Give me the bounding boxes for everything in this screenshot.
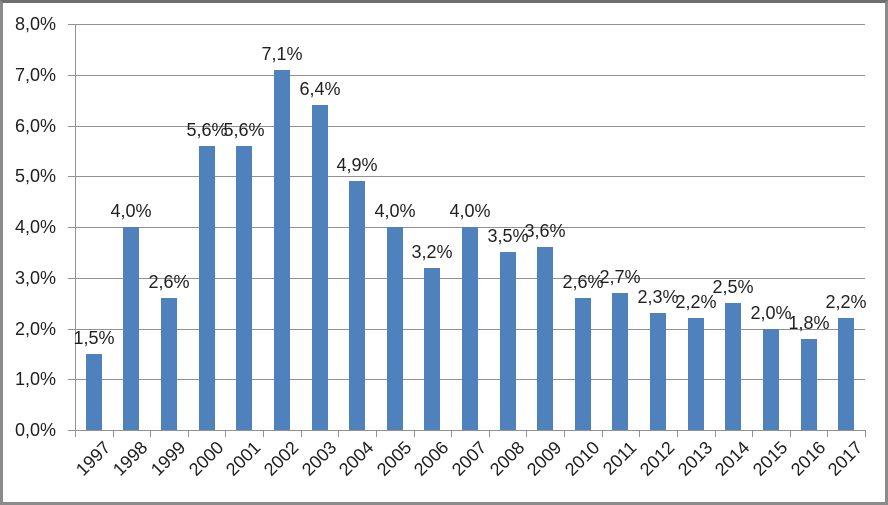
bar — [312, 105, 328, 430]
bar — [575, 298, 591, 430]
bar-data-label: 3,6% — [524, 221, 566, 241]
bar-data-label: 4,0% — [110, 201, 152, 221]
bar-data-label: 2,3% — [637, 287, 679, 307]
gridline — [68, 24, 865, 25]
bar — [161, 298, 177, 430]
bar — [763, 329, 779, 431]
x-axis-tick — [301, 430, 302, 437]
gridline — [68, 126, 865, 127]
bar — [349, 181, 365, 430]
bar-data-label: 2,5% — [712, 277, 754, 297]
y-tick-label: 0,0% — [14, 420, 56, 440]
bar-data-label: 6,4% — [299, 79, 341, 99]
x-axis-tick — [414, 430, 415, 437]
y-tick-label: 1,0% — [14, 369, 56, 389]
x-axis-tick — [188, 430, 189, 437]
x-axis-tick — [376, 430, 377, 437]
x-axis-tick — [677, 430, 678, 437]
bar — [688, 318, 704, 430]
bars-layer — [3, 3, 885, 502]
bar — [612, 293, 628, 430]
x-axis-tick — [338, 430, 339, 437]
x-axis-tick — [639, 430, 640, 437]
x-axis-tick — [865, 430, 866, 437]
y-tick-label: 6,0% — [14, 116, 56, 136]
x-axis-tick — [113, 430, 114, 437]
bar-data-label: 2,6% — [562, 272, 604, 292]
bar-data-label: 4,0% — [449, 201, 491, 221]
data-labels-layer: 1,5% 4,0% 2,6% 5,6% 5,6% 7,1% 6,4% 4,9% 4,0% 3,2%… — [3, 3, 885, 502]
bar-data-label: 2,0% — [750, 303, 792, 323]
bar-data-label: 2,6% — [148, 272, 190, 292]
x-axis-tick — [790, 430, 791, 437]
bar — [801, 339, 817, 430]
y-tick-label: 7,0% — [14, 65, 56, 85]
bar — [236, 146, 252, 430]
bar-data-label: 1,5% — [73, 328, 115, 348]
bar — [387, 227, 403, 430]
y-tick-label: 4,0% — [14, 217, 56, 237]
x-axis-tick — [225, 430, 226, 437]
x-axis-tick — [752, 430, 753, 437]
bar-data-label: 5,6% — [186, 120, 228, 140]
bar — [650, 313, 666, 430]
bar — [537, 247, 553, 430]
y-tick-label: 5,0% — [14, 166, 56, 186]
x-axis-tick — [263, 430, 264, 437]
x-axis-tick — [715, 430, 716, 437]
x-axis-tick — [602, 430, 603, 437]
bar-data-label: 3,5% — [487, 226, 529, 246]
bar — [123, 227, 139, 430]
x-axis-tick — [526, 430, 527, 437]
y-axis-line — [75, 24, 76, 430]
bar-data-label: 3,2% — [411, 242, 453, 262]
x-axis-line — [68, 430, 865, 431]
bar — [424, 268, 440, 430]
bar — [725, 303, 741, 430]
y-axis-labels: 0,0% 1,0% 2,0% 3,0% 4,0% 5,0% 6,0% 7,0% 8,0% — [3, 3, 885, 502]
x-axis-tick — [564, 430, 565, 437]
bar-data-label: 1,8% — [788, 313, 830, 333]
bar-data-label: 2,7% — [599, 267, 641, 287]
x-axis-tick — [150, 430, 151, 437]
y-tick-label: 3,0% — [14, 268, 56, 288]
bar — [86, 354, 102, 430]
x-axis-tick — [489, 430, 490, 437]
bar-data-label: 2,2% — [825, 292, 867, 312]
bar-data-label: 7,1% — [261, 44, 303, 64]
bar — [838, 318, 854, 430]
bar — [462, 227, 478, 430]
axes-layer — [3, 3, 885, 502]
bar-data-label: 5,6% — [223, 120, 265, 140]
x-axis-tick — [451, 430, 452, 437]
x-axis-tick — [75, 430, 76, 437]
bar — [500, 252, 516, 430]
x-axis-tick — [827, 430, 828, 437]
bar-chart: 0,0% 1,0% 2,0% 3,0% 4,0% 5,0% 6,0% 7,0% 8,0% 199… — [3, 3, 885, 502]
bar — [199, 146, 215, 430]
y-tick-label: 2,0% — [14, 319, 56, 339]
bar-data-label: 2,2% — [675, 292, 717, 312]
bar-data-label: 4,9% — [336, 155, 378, 175]
y-tick-label: 8,0% — [14, 14, 56, 34]
bar-data-label: 4,0% — [374, 201, 416, 221]
gridline — [68, 176, 865, 177]
gridline — [68, 75, 865, 76]
bar — [274, 70, 290, 430]
